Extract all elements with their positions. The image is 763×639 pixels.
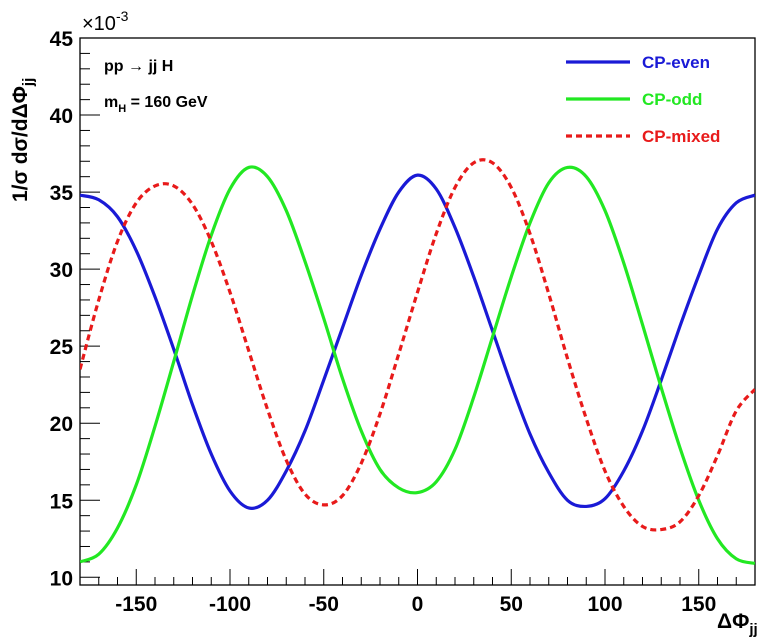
legend-label-cp-odd: CP-odd bbox=[642, 90, 702, 109]
process-annotation: pp → jj H bbox=[104, 58, 173, 75]
plot-frame bbox=[79, 37, 756, 586]
x-tick-label: 50 bbox=[500, 593, 523, 616]
y-tick-label: 25 bbox=[50, 336, 74, 359]
x-tick-label: -50 bbox=[309, 593, 339, 616]
series-group bbox=[80, 158, 755, 566]
y-tick-label: 15 bbox=[50, 490, 74, 513]
y-tick-label: 20 bbox=[50, 413, 73, 436]
x-tick-label: 100 bbox=[587, 593, 622, 616]
y-tick-label: 10 bbox=[50, 567, 73, 590]
y-tick-label: 35 bbox=[50, 182, 74, 205]
y-tick-label: 40 bbox=[50, 105, 73, 128]
y-scale-multiplier: ×10-3 bbox=[82, 8, 129, 35]
x-tick-label: 0 bbox=[412, 593, 424, 616]
series-line-cp-even bbox=[80, 173, 755, 510]
legend: CP-even CP-odd CP-mixed bbox=[566, 53, 720, 146]
x-axis-title: ΔΦjj bbox=[717, 610, 758, 638]
legend-label-cp-mixed: CP-mixed bbox=[642, 127, 720, 146]
y-axis-title: 1/σ dσ/dΔΦjj bbox=[9, 78, 37, 202]
y-tick-labels: 10 15 20 25 30 35 40 45 bbox=[50, 28, 74, 590]
axis-ticks bbox=[79, 37, 756, 585]
y-tick-label: 45 bbox=[50, 28, 74, 51]
x-tick-label: 150 bbox=[681, 593, 716, 616]
mass-annotation: mH = 160 GeV bbox=[104, 94, 208, 115]
legend-label-cp-even: CP-even bbox=[642, 53, 710, 72]
series-line-cp-mixed bbox=[80, 158, 755, 532]
x-tick-label: -150 bbox=[115, 593, 157, 616]
x-tick-labels: -150 -100 -50 0 50 100 150 bbox=[115, 593, 716, 616]
y-tick-label: 30 bbox=[50, 259, 73, 282]
series-line-cp-odd bbox=[80, 165, 755, 566]
x-tick-label: -100 bbox=[209, 593, 251, 616]
